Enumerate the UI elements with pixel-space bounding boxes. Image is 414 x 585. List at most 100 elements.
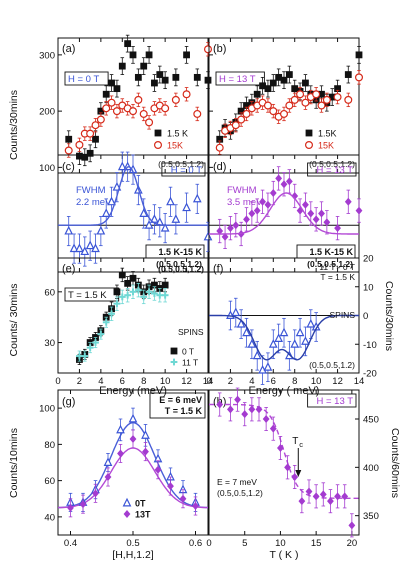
x-tick-label: 14 bbox=[203, 376, 214, 387]
x-tick-label: 5 bbox=[242, 538, 247, 549]
q-label: (0.5,0.5,1.2) bbox=[156, 259, 202, 269]
x-tick-label: 0 bbox=[206, 376, 211, 387]
y-tick-label: 80 bbox=[44, 440, 55, 451]
data-point bbox=[117, 449, 124, 458]
fit-curve bbox=[58, 166, 208, 226]
y-tick-label: -10 bbox=[363, 340, 377, 351]
y-tick-label: 20 bbox=[363, 254, 374, 265]
series-1.5-k bbox=[65, 34, 212, 167]
panel-e: 0 2 4 6 8 10 12 14 30 60 (e) (0.5,0.5,1.2) T = 1.5 K… bbox=[44, 257, 214, 387]
data-point bbox=[151, 79, 158, 87]
data-point bbox=[123, 510, 131, 518]
data-point bbox=[86, 129, 95, 138]
field-label-box bbox=[307, 162, 357, 177]
data-point bbox=[334, 85, 341, 93]
instrument-label: SPINS bbox=[329, 310, 355, 320]
panel-label: (a) bbox=[62, 43, 75, 55]
field-label-box bbox=[64, 71, 109, 86]
x-axis-title-f: Energy ( meV) bbox=[249, 385, 320, 397]
y-tick-label: 400 bbox=[363, 463, 379, 474]
data-point bbox=[96, 225, 106, 235]
data-point bbox=[170, 347, 178, 355]
data-point bbox=[227, 405, 234, 414]
data-point bbox=[298, 497, 306, 506]
data-point bbox=[85, 240, 95, 250]
y-tick-label: 300 bbox=[39, 50, 55, 61]
data-point bbox=[318, 209, 325, 218]
data-point bbox=[107, 98, 116, 107]
data-point bbox=[285, 101, 294, 110]
y-axis-title-mid-right: Counts/30mins bbox=[383, 281, 395, 351]
data-point bbox=[216, 400, 224, 409]
data-point bbox=[129, 434, 137, 443]
data-point bbox=[319, 490, 327, 499]
diff-label: 1.5 K-15 K bbox=[158, 247, 202, 257]
data-point bbox=[144, 219, 154, 229]
panel-b: (b) H = 13 T 1.5K 15K (0.5,0.5,1.2) bbox=[208, 37, 364, 174]
data-point bbox=[248, 405, 256, 414]
data-point bbox=[192, 502, 199, 510]
data-point bbox=[101, 208, 111, 217]
x-tick-label: 10 bbox=[160, 376, 171, 387]
data-point bbox=[269, 107, 278, 116]
data-point bbox=[259, 82, 266, 90]
data-point bbox=[91, 243, 100, 253]
data-point bbox=[242, 327, 251, 337]
data-point bbox=[255, 405, 263, 414]
x-tick-label: 0.4 bbox=[64, 538, 77, 549]
data-point bbox=[302, 79, 309, 87]
data-point bbox=[262, 415, 270, 423]
diff-label: 1.5 K-15 K bbox=[309, 247, 353, 257]
data-point bbox=[355, 51, 363, 59]
data-point bbox=[65, 135, 73, 143]
data-point bbox=[306, 318, 316, 328]
data-point bbox=[134, 95, 143, 104]
data-point bbox=[318, 90, 325, 98]
data-point bbox=[97, 107, 105, 115]
legend-entry: 15K bbox=[167, 141, 183, 151]
data-point bbox=[290, 95, 299, 104]
data-point bbox=[92, 135, 99, 143]
data-point bbox=[151, 281, 158, 289]
data-point bbox=[81, 153, 89, 161]
field-label: H = 13 T bbox=[219, 74, 256, 85]
data-point bbox=[108, 79, 115, 87]
data-point bbox=[172, 73, 180, 81]
series-11-t bbox=[76, 282, 169, 362]
data-point bbox=[154, 129, 162, 137]
note-label: (0.5,0.5,1.2) bbox=[217, 488, 263, 498]
data-point bbox=[355, 73, 364, 82]
data-point bbox=[91, 121, 100, 130]
data-point bbox=[269, 424, 277, 433]
fit-curve bbox=[209, 403, 359, 499]
data-point bbox=[334, 224, 341, 233]
y-axis-title-mid-left: Counts/ 30mins bbox=[8, 284, 20, 357]
data-point bbox=[118, 271, 126, 279]
data-point bbox=[243, 102, 250, 109]
instrument-label: SPINS bbox=[178, 327, 204, 337]
data-point bbox=[243, 215, 250, 224]
field-label: H = 0 T bbox=[68, 74, 99, 85]
data-point bbox=[102, 90, 110, 98]
data-point bbox=[64, 146, 73, 155]
data-point bbox=[139, 208, 149, 217]
legend-entry: 1.5K bbox=[318, 129, 337, 139]
data-point bbox=[124, 279, 132, 287]
data-point bbox=[145, 51, 153, 59]
data-point bbox=[275, 174, 283, 183]
field-label: T = 1.5 K bbox=[68, 290, 107, 301]
data-point bbox=[69, 243, 79, 253]
x-tick-label: 4 bbox=[249, 376, 254, 387]
q-label: (0.5,0.5,1.2) bbox=[309, 159, 355, 169]
x-tick-label: 10 bbox=[311, 376, 322, 387]
y-tick-label: 60 bbox=[44, 476, 55, 487]
data-point bbox=[305, 141, 314, 150]
y-tick-label: 10 bbox=[363, 282, 374, 293]
data-point bbox=[291, 473, 299, 481]
data-point bbox=[166, 196, 175, 206]
field-label: E = 6 meV bbox=[159, 395, 202, 405]
data-point bbox=[179, 494, 187, 503]
field-label: T = 1.5 K bbox=[165, 406, 203, 416]
